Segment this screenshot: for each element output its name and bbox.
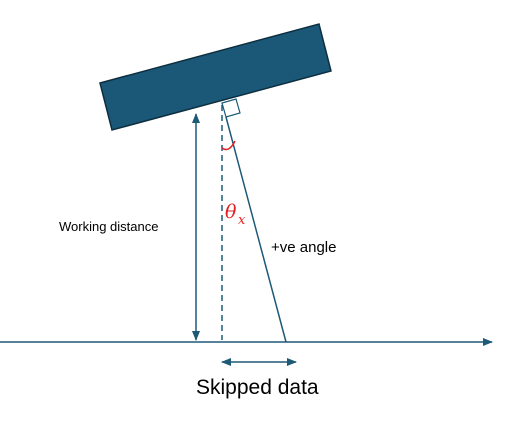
theta-x-label: θ x <box>225 201 246 228</box>
tilted-beam-line <box>225 116 287 343</box>
tilted-sensor-block <box>99 23 332 131</box>
theta-subscript: x <box>238 213 246 228</box>
positive-angle-label: +ve angle <box>271 239 336 256</box>
right-angle-marker <box>221 98 241 118</box>
skipped-data-label: Skipped data <box>196 376 319 399</box>
working-distance-label: Working distance <box>59 219 158 234</box>
theta-symbol: θ <box>225 201 237 223</box>
angle-arc <box>221 140 236 151</box>
